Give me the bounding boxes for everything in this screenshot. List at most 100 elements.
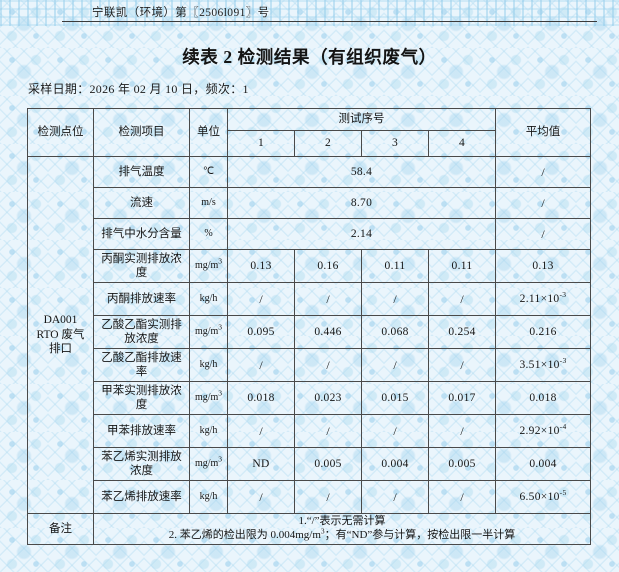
unit-cell: mg/m3 [189,447,228,481]
column-header-seq-4: 4 [428,130,496,157]
unit-cell: % [189,218,228,250]
value-cell-seq-2: 0.005 [294,447,362,481]
average-value-cell: 6.50×10-5 [495,480,591,514]
value-cell-seq-4: 0.005 [428,447,496,481]
test-item-cell: 排气温度 [93,156,190,188]
unit-cell: mg/m3 [189,315,228,349]
table-row: 流速 m/s 8.70/ [28,187,591,219]
page-title: 续表 2 检测结果（有组织废气） [182,47,437,67]
unit-superscript: 3 [218,454,223,464]
average-exponent: -4 [559,421,567,431]
remark-body: 1.“/”表示无需计算 2. 苯乙烯的检出限为 0.004mg/m3；有“ND”… [93,513,591,545]
value-cell-seq-2: / [294,282,362,316]
table-row: 甲苯排放速率 kg/h / / //2.92×10-4 [28,414,591,448]
table-row: 甲苯实测排放浓度 mg/m3 0.018 0.023 0.015 0.017 0.018 [28,381,591,415]
unit-cell: kg/h [189,480,228,514]
merged-value-cell: 8.70 [227,187,496,219]
table-row: 乙酸乙酯实测排放浓度 mg/m3 0.095 0.446 0.068 0.254 0.216 [28,315,591,349]
average-value-cell: / [495,156,591,188]
value-cell-seq-4: / [428,414,496,448]
value-cell-seq-2: / [294,414,362,448]
value-cell-seq-2: / [294,348,362,382]
average-exponent: -5 [559,487,567,497]
value-cell-seq-4: / [428,282,496,316]
column-header-sequence: 测试序号 [227,108,496,131]
column-header-seq-1: 1 [227,130,295,157]
unit-cell: kg/h [189,414,228,448]
merged-value-cell: 2.14 [227,218,496,250]
sampling-date-line: 采样日期：2026 年 02 月 10 日，频次：1 [28,82,249,96]
value-cell-seq-4: / [428,348,496,382]
column-header-seq-2: 2 [294,130,362,157]
value-cell-seq-3: 0.004 [361,447,429,481]
unit-cell: kg/h [189,348,228,382]
remark-line-2-part2: ；有“ND”参与计算，按检出限一半计算 [324,528,516,541]
remark-line-1: 1.“/”表示无需计算 [298,515,386,527]
value-cell-seq-2: 0.023 [294,381,362,415]
value-cell-seq-1: / [227,282,295,316]
table-body: DA001 RTO 废气 排口 排气温度 ℃ 58.4/流速 m/s 8.70/排气中水分含量… [27,156,591,514]
test-item-cell: 乙酸乙酯排放速率 [93,348,190,382]
measurement-point-line-2: RTO 废气 [36,328,85,341]
measurement-point-line-3: 排口 [49,343,72,356]
column-header-unit: 单位 [189,108,228,157]
average-value-cell: 0.13 [495,249,591,283]
table-row: 乙酸乙酯排放速率 kg/h / / //3.51×10-3 [28,348,591,382]
table-row: 丙酮实测排放浓度 mg/m3 0.13 0.16 0.11 0.11 0.13 [28,249,591,283]
value-cell-seq-3: 0.11 [361,249,429,283]
average-value-cell: 0.018 [495,381,591,415]
average-value-cell: 3.51×10-3 [495,348,591,382]
table-row: DA001 RTO 废气 排口 排气温度 ℃ 58.4/ [27,156,591,514]
measurement-point-cell: DA001 RTO 废气 排口 [27,156,94,514]
unit-cell: ℃ [189,156,228,188]
table-row: 苯乙烯排放速率 kg/h / / //6.50×10-5 [28,480,591,514]
test-item-cell: 排气中水分含量 [93,218,190,250]
test-item-cell: 丙酮实测排放浓度 [93,249,190,283]
unit-cell: mg/m3 [189,249,228,283]
value-cell-seq-4: / [428,480,496,514]
test-results-table: 检测点位 检测项目 单位 测试序号 平均值 1 2 3 4 DA001 RTO 废… [27,108,591,545]
value-cell-seq-1: / [227,414,295,448]
value-cell-seq-3: / [361,348,429,382]
value-cell-seq-2: 0.446 [294,315,362,349]
average-value-cell: / [495,218,591,250]
average-value-cell: / [495,187,591,219]
test-item-cell: 苯乙烯排放速率 [93,480,190,514]
value-cell-seq-3: 0.015 [361,381,429,415]
value-cell-seq-3: 0.068 [361,315,429,349]
test-item-cell: 流速 [93,187,190,219]
average-value-cell: 0.004 [495,447,591,481]
value-cell-seq-3: / [361,282,429,316]
column-header-average: 平均值 [495,108,591,157]
remark-line-2-superscript: 3 [320,526,325,536]
column-header-seq-3: 3 [361,130,429,157]
test-item-cell: 甲苯排放速率 [93,414,190,448]
test-item-cell: 乙酸乙酯实测排放浓度 [93,315,190,349]
unit-superscript: 3 [218,388,223,398]
unit-cell: kg/h [189,282,228,316]
unit-cell: mg/m3 [189,381,228,415]
remark-label: 备注 [27,513,94,545]
value-cell-seq-1: 0.095 [227,315,295,349]
value-cell-seq-3: / [361,480,429,514]
value-cell-seq-1: / [227,480,295,514]
unit-superscript: 3 [218,322,223,332]
value-cell-seq-1: 0.018 [227,381,295,415]
average-value-cell: 2.11×10-3 [495,282,591,316]
header-divider-rule [62,21,597,22]
table-row: 苯乙烯实测排放浓度 mg/m3 ND 0.005 0.004 0.005 0.004 [28,447,591,481]
remark-line-2: 2. 苯乙烯的检出限为 0.004mg/m3；有“ND”参与计算，按检出限一半计… [96,526,588,543]
remark-line-2-part1: 2. 苯乙烯的检出限为 0.004mg/m [168,528,321,541]
table-row: 丙酮排放速率 kg/h / / //2.11×10-3 [28,282,591,316]
measurement-point-line-1: DA001 [43,314,78,327]
test-item-cell: 甲苯实测排放浓度 [93,381,190,415]
unit-superscript: 3 [218,256,223,266]
value-cell-seq-2: / [294,480,362,514]
value-cell-seq-3: / [361,414,429,448]
average-exponent: -3 [559,355,567,365]
test-item-cell: 苯乙烯实测排放浓度 [93,447,190,481]
red-stamp-edge: 检 测 专 用 [597,232,619,412]
value-cell-seq-4: 0.11 [428,249,496,283]
column-header-item: 检测项目 [93,108,190,157]
average-value-cell: 0.216 [495,315,591,349]
